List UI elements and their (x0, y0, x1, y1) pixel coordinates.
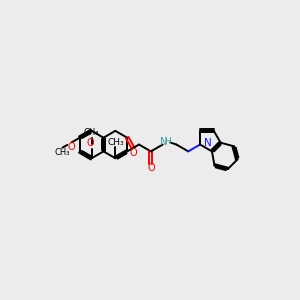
Text: H: H (164, 137, 171, 146)
Text: O: O (147, 164, 155, 173)
Text: N: N (160, 137, 168, 147)
Text: CH₃: CH₃ (107, 137, 124, 146)
Text: CH₃: CH₃ (84, 128, 99, 137)
Text: O: O (87, 138, 94, 148)
Text: N: N (204, 138, 212, 148)
Text: CH₃: CH₃ (54, 148, 70, 157)
Text: O: O (67, 142, 75, 152)
Text: O: O (130, 148, 137, 158)
